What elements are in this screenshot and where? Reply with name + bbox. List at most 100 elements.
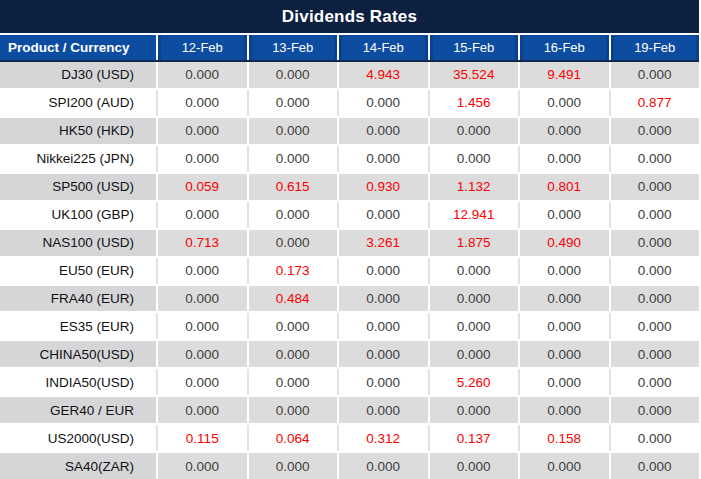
dividend-value-cell: 0.000 bbox=[158, 369, 249, 395]
dividend-value-cell: 0.158 bbox=[520, 425, 611, 451]
dividend-value-cell: 0.000 bbox=[430, 118, 521, 144]
dividend-value-cell: 0.115 bbox=[158, 425, 249, 451]
dividend-value-cell: 0.000 bbox=[611, 425, 700, 451]
date-column-header: 16-Feb bbox=[520, 35, 611, 60]
dividend-value-cell: 0.930 bbox=[339, 174, 430, 200]
dividend-value-cell: 0.000 bbox=[158, 90, 249, 116]
dividend-value-cell: 0.615 bbox=[249, 174, 340, 200]
product-label: HK50 (HKD) bbox=[0, 118, 158, 144]
dividend-value-cell: 0.137 bbox=[430, 425, 521, 451]
dividend-value-cell: 0.000 bbox=[339, 286, 430, 312]
dividend-value-cell: 0.877 bbox=[611, 90, 700, 116]
dividend-value-cell: 0.000 bbox=[158, 62, 249, 88]
dividend-value-cell: 0.000 bbox=[339, 202, 430, 228]
dividend-value-cell: 0.000 bbox=[430, 341, 521, 367]
dividend-value-cell: 0.000 bbox=[611, 230, 700, 256]
dividend-value-cell: 0.000 bbox=[430, 453, 521, 479]
product-label: SP500 (USD) bbox=[0, 174, 158, 200]
product-label: FRA40 (EUR) bbox=[0, 286, 158, 312]
dividend-value-cell: 0.173 bbox=[249, 258, 340, 284]
dividend-value-cell: 0.000 bbox=[520, 286, 611, 312]
dividend-value-cell: 0.000 bbox=[520, 453, 611, 479]
date-column-header: 14-Feb bbox=[339, 35, 430, 60]
dividend-value-cell: 0.000 bbox=[520, 146, 611, 172]
dividend-value-cell: 0.000 bbox=[339, 118, 430, 144]
dividend-value-cell: 0.000 bbox=[158, 397, 249, 423]
table-row: SPI200 (AUD)0.0000.0000.0001.4560.0000.8… bbox=[0, 90, 699, 118]
dividend-value-cell: 0.000 bbox=[611, 313, 700, 339]
dividend-value-cell: 0.000 bbox=[339, 258, 430, 284]
dividend-value-cell: 0.000 bbox=[249, 397, 340, 423]
dividend-value-cell: 0.000 bbox=[430, 313, 521, 339]
dividend-value-cell: 0.000 bbox=[158, 202, 249, 228]
product-label: GER40 / EUR bbox=[0, 397, 158, 423]
date-column-header: 13-Feb bbox=[249, 35, 340, 60]
product-label: SA40(ZAR) bbox=[0, 453, 158, 479]
dividend-value-cell: 0.000 bbox=[249, 230, 340, 256]
dividend-value-cell: 0.000 bbox=[339, 369, 430, 395]
dividend-value-cell: 0.000 bbox=[611, 118, 700, 144]
dividend-value-cell: 5.260 bbox=[430, 369, 521, 395]
table-row: NAS100 (USD)0.7130.0003.2611.8750.4900.0… bbox=[0, 230, 699, 258]
date-column-header: 12-Feb bbox=[158, 35, 249, 60]
dividend-value-cell: 0.000 bbox=[611, 341, 700, 367]
dividend-value-cell: 0.000 bbox=[339, 313, 430, 339]
dividend-value-cell: 0.000 bbox=[520, 341, 611, 367]
product-label: NAS100 (USD) bbox=[0, 230, 158, 256]
dividend-value-cell: 0.801 bbox=[520, 174, 611, 200]
dividend-value-cell: 0.000 bbox=[611, 202, 700, 228]
table-row: GER40 / EUR0.0000.0000.0000.0000.0000.00… bbox=[0, 397, 699, 425]
dividend-value-cell: 0.000 bbox=[611, 286, 700, 312]
dividend-value-cell: 0.000 bbox=[158, 313, 249, 339]
table-row: EU50 (EUR)0.0000.1730.0000.0000.0000.000 bbox=[0, 258, 699, 286]
dividend-value-cell: 0.000 bbox=[158, 258, 249, 284]
dividend-value-cell: 0.000 bbox=[520, 118, 611, 144]
dividend-value-cell: 0.000 bbox=[611, 174, 700, 200]
dividend-value-cell: 0.000 bbox=[158, 341, 249, 367]
date-column-header: 19-Feb bbox=[611, 35, 700, 60]
date-column-header: 15-Feb bbox=[430, 35, 521, 60]
dividend-value-cell: 1.456 bbox=[430, 90, 521, 116]
dividend-value-cell: 0.713 bbox=[158, 230, 249, 256]
dividend-value-cell: 0.064 bbox=[249, 425, 340, 451]
dividend-value-cell: 0.000 bbox=[611, 453, 700, 479]
dividend-value-cell: 0.000 bbox=[158, 286, 249, 312]
product-label: Nikkei225 (JPN) bbox=[0, 146, 158, 172]
dividend-value-cell: 0.490 bbox=[520, 230, 611, 256]
dividend-value-cell: 0.000 bbox=[520, 90, 611, 116]
dividend-value-cell: 0.000 bbox=[520, 369, 611, 395]
product-label: ES35 (EUR) bbox=[0, 313, 158, 339]
table-row: CHINA50(USD)0.0000.0000.0000.0000.0000.0… bbox=[0, 341, 699, 369]
dividend-value-cell: 0.000 bbox=[249, 341, 340, 367]
dividend-value-cell: 0.000 bbox=[339, 397, 430, 423]
dividend-value-cell: 0.000 bbox=[611, 146, 700, 172]
product-label: CHINA50(USD) bbox=[0, 341, 158, 367]
table-row: DJ30 (USD)0.0000.0004.94335.5249.4910.00… bbox=[0, 62, 699, 90]
table-row: ES35 (EUR)0.0000.0000.0000.0000.0000.000 bbox=[0, 313, 699, 341]
dividend-value-cell: 0.000 bbox=[339, 90, 430, 116]
dividend-value-cell: 0.000 bbox=[520, 202, 611, 228]
dividend-value-cell: 35.524 bbox=[430, 62, 521, 88]
dividend-value-cell: 3.261 bbox=[339, 230, 430, 256]
table-row: SA40(ZAR)0.0000.0000.0000.0000.0000.000 bbox=[0, 453, 699, 479]
dividend-value-cell: 0.000 bbox=[249, 90, 340, 116]
dividend-value-cell: 0.000 bbox=[430, 286, 521, 312]
product-label: UK100 (GBP) bbox=[0, 202, 158, 228]
dividend-value-cell: 0.000 bbox=[430, 397, 521, 423]
dividend-value-cell: 1.875 bbox=[430, 230, 521, 256]
table-row: HK50 (HKD)0.0000.0000.0000.0000.0000.000 bbox=[0, 118, 699, 146]
product-label: EU50 (EUR) bbox=[0, 258, 158, 284]
dividend-value-cell: 0.000 bbox=[611, 258, 700, 284]
table-body: DJ30 (USD)0.0000.0004.94335.5249.4910.00… bbox=[0, 62, 699, 479]
table-row: FRA40 (EUR)0.0000.4840.0000.0000.0000.00… bbox=[0, 286, 699, 314]
product-label: DJ30 (USD) bbox=[0, 62, 158, 88]
dividend-value-cell: 0.000 bbox=[249, 62, 340, 88]
dividend-value-cell: 9.491 bbox=[520, 62, 611, 88]
dividends-rates-table: Dividends Rates Product / Currency12-Feb… bbox=[0, 0, 701, 479]
dividend-value-cell: 0.000 bbox=[249, 146, 340, 172]
dividend-value-cell: 4.943 bbox=[339, 62, 430, 88]
dividend-value-cell: 0.000 bbox=[611, 397, 700, 423]
dividend-value-cell: 0.484 bbox=[249, 286, 340, 312]
dividend-value-cell: 0.000 bbox=[339, 341, 430, 367]
dividend-value-cell: 0.059 bbox=[158, 174, 249, 200]
